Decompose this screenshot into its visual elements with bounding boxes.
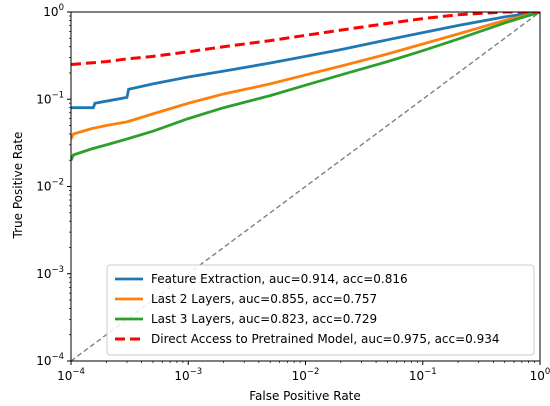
y-tick-label-1: 10−4 — [36, 352, 64, 368]
x-tick-label-3: 10−2 — [292, 367, 320, 383]
x-tick-label-2: 10−3 — [174, 367, 202, 383]
legend-box — [106, 264, 535, 356]
series-group — [71, 12, 540, 361]
plot-area: 10−4 10−3 10−2 10−1 100 10−4 10−3 10−2 10−1 100 Fe… — [36, 3, 550, 383]
x-tick-label-5: 100 — [530, 367, 550, 383]
y-tick-label-5: 100 — [43, 3, 64, 19]
x-axis-label: False Positive Rate — [249, 389, 361, 403]
y-axis-label: True Positive Rate — [11, 132, 25, 240]
legend-label-3: Last 3 Layers, auc=0.823, acc=0.729 — [151, 312, 377, 326]
x-tick-label-4: 10−1 — [409, 367, 437, 383]
x-tick-label-1: 10−4 — [57, 367, 85, 383]
y-tick-label-3: 10−2 — [36, 178, 64, 194]
y-tick-label-4: 10−1 — [36, 90, 64, 106]
series-line-3 — [71, 12, 540, 161]
legend: Feature Extraction, auc=0.914, acc=0.816… — [106, 264, 535, 356]
series-line-2 — [71, 12, 540, 140]
legend-label-1: Feature Extraction, auc=0.914, acc=0.816 — [151, 272, 408, 286]
series-line-4 — [71, 12, 540, 67]
legend-label-2: Last 2 Layers, auc=0.855, acc=0.757 — [151, 292, 377, 306]
y-tick-label-2: 10−3 — [36, 265, 64, 281]
series-line-1 — [71, 12, 540, 110]
legend-label-4: Direct Access to Pretrained Model, auc=0… — [151, 332, 500, 346]
